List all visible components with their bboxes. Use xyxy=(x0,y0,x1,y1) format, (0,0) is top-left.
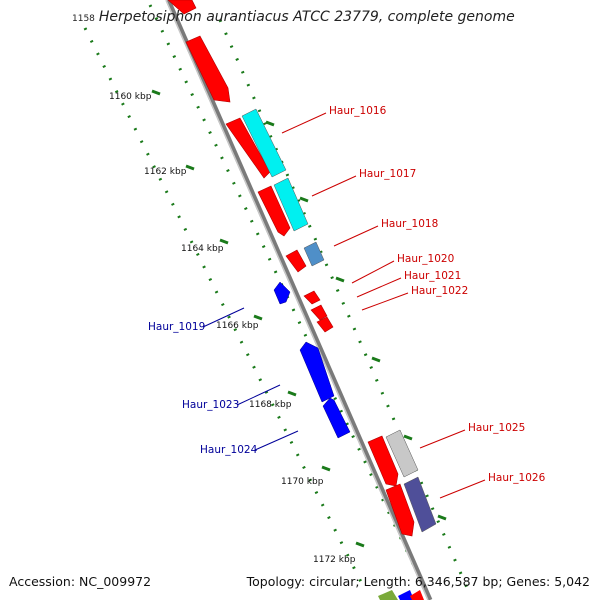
tick-label: 1172 kbp xyxy=(313,555,356,565)
leader-line xyxy=(281,112,327,134)
backbone-highlight xyxy=(165,0,429,600)
leader-line xyxy=(356,277,402,298)
tick-mark xyxy=(437,514,447,521)
leader-line xyxy=(236,384,281,406)
leader-line xyxy=(311,175,357,197)
cog-cds xyxy=(241,108,437,533)
edge-features xyxy=(378,590,424,600)
tick-mark xyxy=(371,356,381,363)
gene-label-haur-1022[interactable]: Haur_1022 xyxy=(411,285,468,297)
tick-mark xyxy=(151,89,161,96)
gene-label-haur-1024[interactable]: Haur_1024 xyxy=(200,444,258,456)
gene-label-haur-1018[interactable]: Haur_1018 xyxy=(381,218,438,230)
leader-line xyxy=(351,260,395,284)
cds-arrow xyxy=(385,483,415,537)
genome-summary: Topology: circular; Length: 6,346,587 bp… xyxy=(246,574,590,589)
title-number: 1158 xyxy=(72,14,95,24)
cds-arrow-reverse xyxy=(273,281,291,305)
tick-label: 1162 kbp xyxy=(144,167,187,177)
tick-mark xyxy=(321,465,331,472)
gene-labels-left: Haur_1019 Haur_1023 Haur_1024 xyxy=(148,321,258,456)
cds-cyan xyxy=(273,177,309,232)
gene-label-haur-1016[interactable]: Haur_1016 xyxy=(329,105,387,117)
cds-cyan xyxy=(241,108,287,178)
leader-line xyxy=(439,479,486,499)
cds-red xyxy=(410,590,424,600)
gene-label-haur-1025[interactable]: Haur_1025 xyxy=(468,422,525,434)
cds-green xyxy=(378,590,398,600)
tick-label: 1160 kbp xyxy=(109,92,152,102)
cds-arrow xyxy=(167,0,197,15)
backbone xyxy=(165,0,433,600)
leader-lines-right xyxy=(281,112,486,499)
tick-label: 1166 kbp xyxy=(216,321,259,331)
cds-arrow-reverse xyxy=(322,397,351,439)
tick-mark xyxy=(265,120,275,127)
backbone-line xyxy=(165,0,433,600)
title-genus: Herpetosiphon xyxy=(98,9,202,25)
gene-label-haur-1019[interactable]: Haur_1019 xyxy=(148,321,205,333)
tick-label: 1168 kbp xyxy=(249,400,292,410)
reverse-cds xyxy=(273,281,351,439)
leader-line xyxy=(254,430,299,451)
tick-label: 1170 kbp xyxy=(281,477,324,487)
cds-steel xyxy=(303,241,325,267)
tick-labels: 1160 kbp 1162 kbp 1164 kbp 1166 kbp 1168… xyxy=(109,92,356,565)
guide-track-left xyxy=(148,4,432,600)
tick-mark xyxy=(185,164,195,171)
leader-line xyxy=(361,292,409,311)
gene-label-haur-1023[interactable]: Haur_1023 xyxy=(182,399,239,411)
cds-arrow xyxy=(316,316,334,333)
forward-cds xyxy=(167,0,415,537)
gene-label-haur-1020[interactable]: Haur_1020 xyxy=(397,253,454,265)
cds-arrow-reverse xyxy=(299,341,335,403)
gene-label-haur-1017[interactable]: Haur_1017 xyxy=(359,168,416,180)
leader-line xyxy=(333,225,379,247)
tick-marks xyxy=(151,89,447,548)
gene-label-haur-1021[interactable]: Haur_1021 xyxy=(404,270,461,282)
cds-purple xyxy=(403,476,437,533)
cds-arrow xyxy=(310,304,328,321)
cds-arrow xyxy=(367,435,399,487)
map-title: 1158 Herpetosiphon aurantiacus ATCC 23779… xyxy=(72,9,515,25)
tick-mark xyxy=(219,238,229,245)
cds-arrow xyxy=(185,35,231,103)
tick-mark xyxy=(335,276,345,283)
cds-grey xyxy=(385,429,419,478)
leader-lines-left xyxy=(202,307,299,451)
tick-mark xyxy=(253,314,263,321)
title-rest: aurantiacus ATCC 23779, complete genome xyxy=(206,9,515,25)
cds-arrow xyxy=(303,290,321,305)
accession-label: Accession: NC_009972 xyxy=(9,574,152,589)
leader-line xyxy=(202,307,245,328)
tick-mark xyxy=(299,196,309,203)
cds-arrow xyxy=(257,185,291,237)
tick-label: 1164 kbp xyxy=(181,244,224,254)
tick-mark xyxy=(287,390,297,397)
cds-blue xyxy=(398,590,414,600)
gene-labels-right: Haur_1016 Haur_1017 Haur_1018 Haur_1020 … xyxy=(329,105,546,484)
tick-mark xyxy=(403,434,413,441)
leader-line xyxy=(419,429,466,449)
guide-tracks xyxy=(83,4,470,600)
tick-mark xyxy=(355,541,365,548)
cds-arrow xyxy=(285,249,307,273)
gene-label-haur-1026[interactable]: Haur_1026 xyxy=(488,472,546,484)
guide-track-inner-right xyxy=(218,19,470,591)
